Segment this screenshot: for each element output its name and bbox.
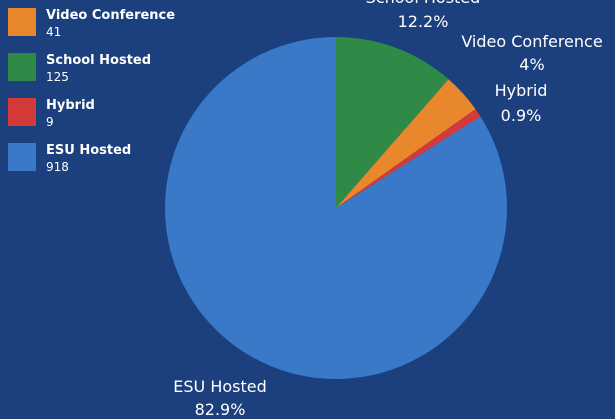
pie-slice-school-hosted (336, 37, 449, 208)
legend-value: 41 (46, 25, 62, 39)
legend-value: 918 (46, 160, 69, 174)
slice-label-hybrid: Hybrid 0.9% (495, 81, 548, 125)
pie-slice-esu-hosted (164, 37, 507, 380)
slice-percent-label: 0.9% (501, 106, 542, 125)
legend-item-school-hosted: School Hosted 125 (8, 51, 178, 96)
legend-swatch (8, 8, 36, 36)
slice-name-label: School Hosted (366, 0, 481, 7)
legend-item-video-conference: Video Conference 41 (8, 6, 178, 51)
legend-item-hybrid: Hybrid 9 (8, 96, 178, 141)
slice-label-school-hosted: School Hosted 12.2% (366, 0, 481, 31)
legend-label: School Hosted (46, 53, 152, 68)
slice-label-esu-hosted: ESU Hosted 82.9% (173, 377, 267, 419)
legend-swatch (8, 143, 36, 171)
slice-percent-label: 12.2% (398, 12, 449, 31)
slice-label-video-conference: Video Conference 4% (461, 32, 602, 74)
legend-label: Hybrid (46, 98, 95, 113)
legend-value: 9 (46, 115, 54, 129)
slice-name-label: Hybrid (495, 81, 548, 100)
slice-name-label: ESU Hosted (173, 377, 267, 396)
pie-slice-hybrid (336, 109, 481, 208)
legend-label: Video Conference (46, 8, 176, 23)
slice-name-label: Video Conference (461, 32, 602, 51)
legend-swatch (8, 53, 36, 81)
pie-slice-video-conference (336, 79, 476, 208)
chart-legend: Video Conference 41 School Hosted 125 Hybrid… (8, 6, 178, 186)
legend-item-esu-hosted: ESU Hosted 918 (8, 141, 178, 186)
slice-percent-label: 82.9% (195, 400, 246, 419)
slice-percent-label: 4% (519, 55, 544, 74)
legend-label: ESU Hosted (46, 143, 132, 158)
legend-value: 125 (46, 70, 69, 84)
legend-swatch (8, 98, 36, 126)
